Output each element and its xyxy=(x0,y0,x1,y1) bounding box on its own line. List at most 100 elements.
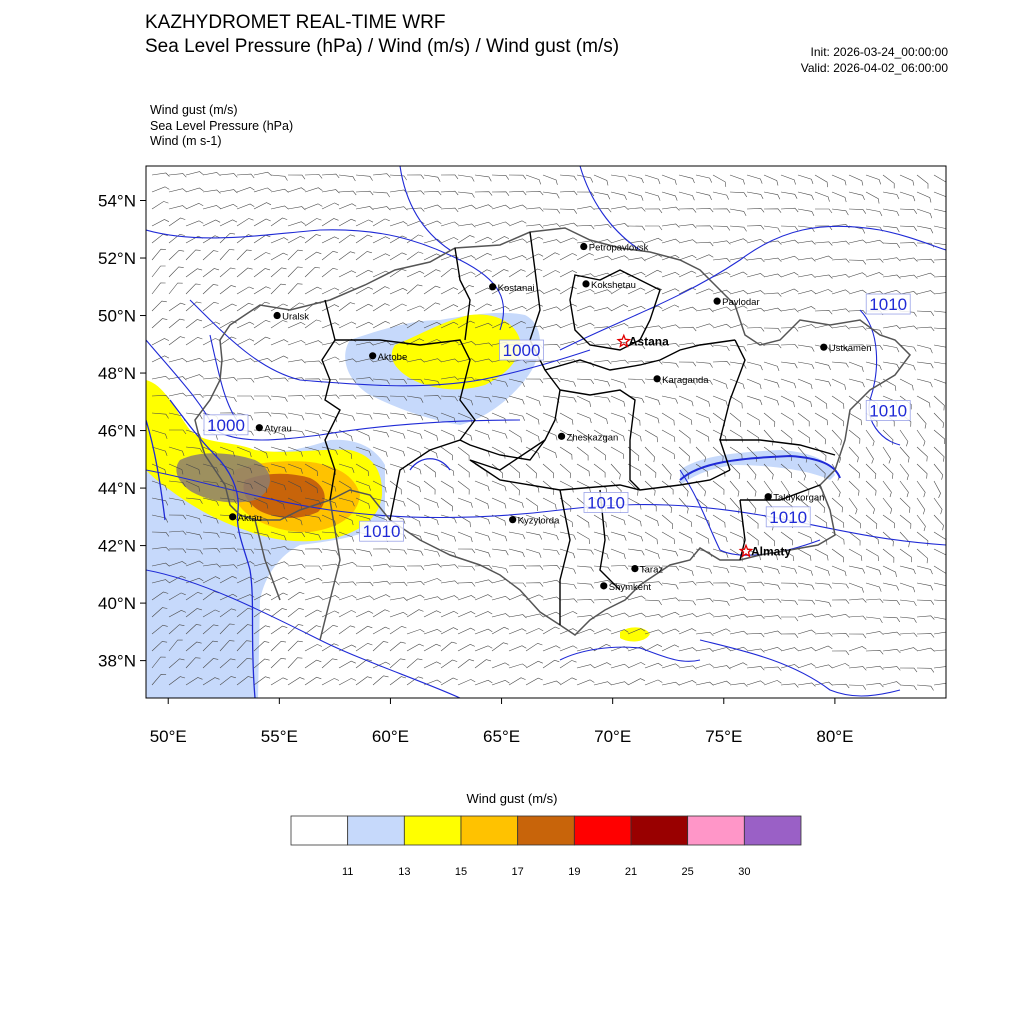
wind-barb xyxy=(440,595,459,601)
wind-barb xyxy=(780,633,799,638)
wind-barb xyxy=(559,253,578,261)
isobar-line xyxy=(699,639,901,697)
wind-barb xyxy=(610,323,629,329)
wind-barb xyxy=(933,616,946,620)
wind-barb xyxy=(882,446,891,464)
wind-barb xyxy=(559,429,574,442)
wind-barb xyxy=(899,242,918,247)
wind-barb xyxy=(457,627,476,635)
wind-barb xyxy=(474,269,492,278)
wind-barb xyxy=(644,514,659,527)
wind-barb xyxy=(695,581,714,586)
wind-barb xyxy=(457,429,473,441)
city-marker xyxy=(557,432,566,440)
wind-barb xyxy=(406,463,422,475)
wind-barb xyxy=(253,497,269,509)
wind-barb xyxy=(406,658,423,669)
wind-barb xyxy=(338,234,356,244)
caspian-coast-west xyxy=(146,419,166,521)
wind-barb xyxy=(814,174,828,188)
wind-barb xyxy=(236,203,255,210)
wind-barb xyxy=(219,267,236,278)
wind-barb xyxy=(780,308,799,313)
wind-barb xyxy=(236,249,252,261)
wind-barb xyxy=(287,340,306,346)
wind-barb xyxy=(627,257,646,262)
wind-barb xyxy=(610,286,628,295)
wind-barb xyxy=(423,480,436,495)
wind-barb xyxy=(525,412,540,425)
wind-barb xyxy=(729,630,748,635)
wind-barb xyxy=(848,208,867,214)
wind-barb xyxy=(338,251,356,261)
wind-barb xyxy=(661,378,678,389)
wind-barb xyxy=(355,174,373,181)
wind-barb xyxy=(151,219,170,227)
wind-barb xyxy=(865,531,879,545)
wind-barb xyxy=(372,173,391,178)
wind-barb xyxy=(525,531,543,540)
wind-barb xyxy=(525,642,543,652)
wind-barb xyxy=(559,514,573,528)
wind-barb xyxy=(440,429,456,441)
wind-barb xyxy=(746,378,762,390)
city-marker xyxy=(631,564,639,573)
wind-barb xyxy=(423,253,442,261)
wind-barb xyxy=(916,290,935,295)
wind-barb xyxy=(423,514,439,525)
wind-barb xyxy=(372,626,390,635)
wind-barb xyxy=(372,641,389,652)
wind-barb xyxy=(236,531,254,539)
wind-barb xyxy=(474,548,491,558)
wind-barb xyxy=(440,497,453,512)
wind-barb xyxy=(678,412,693,425)
wind-barb xyxy=(287,249,303,261)
wind-barb xyxy=(185,446,203,453)
legend-line-slp: Sea Level Pressure (hPa) xyxy=(150,118,294,133)
wind-barb xyxy=(695,412,711,423)
wind-barb xyxy=(372,429,390,438)
wind-barb xyxy=(746,307,765,312)
wind-barb xyxy=(593,255,612,261)
wind-barb xyxy=(865,548,879,562)
wind-barb xyxy=(763,378,780,388)
wind-barb xyxy=(916,272,935,278)
wind-barb xyxy=(440,659,458,669)
wind-barb xyxy=(185,624,202,635)
wind-barb xyxy=(253,641,270,652)
wind-barb xyxy=(933,412,945,429)
city-marker xyxy=(489,283,497,291)
wind-barb xyxy=(457,412,473,424)
wind-barb xyxy=(270,608,287,618)
wind-barb xyxy=(780,582,799,588)
wind-barb xyxy=(933,666,946,669)
wind-barb xyxy=(695,191,712,201)
lat-tick-label: 54°N xyxy=(98,192,136,211)
wind-barb xyxy=(270,320,288,329)
wind-barb xyxy=(304,514,322,522)
wind-barb xyxy=(287,321,306,329)
wind-barb xyxy=(355,269,373,278)
wind-barb xyxy=(185,641,202,652)
wind-barb xyxy=(168,358,187,363)
legend-line-gust: Wind gust (m/s) xyxy=(150,103,238,117)
city-label: Almaty xyxy=(751,544,791,558)
wind-barb xyxy=(185,220,204,227)
wind-barb xyxy=(627,344,646,350)
wind-barb xyxy=(627,225,646,231)
wind-barb xyxy=(185,531,203,540)
wind-barb xyxy=(933,497,943,515)
wind-barb xyxy=(559,208,578,214)
wind-barb xyxy=(916,531,929,546)
wind-barb xyxy=(661,548,679,557)
wind-barb xyxy=(525,190,544,196)
wind-barb xyxy=(236,657,253,669)
wind-barb xyxy=(202,624,219,635)
city-label: Ustkamen xyxy=(829,343,872,354)
wind-barb xyxy=(729,480,740,497)
wind-barb xyxy=(151,673,167,686)
wind-barb xyxy=(525,289,544,295)
wind-barb xyxy=(763,174,779,186)
wind-barb xyxy=(644,497,657,512)
wind-barb xyxy=(899,446,910,463)
